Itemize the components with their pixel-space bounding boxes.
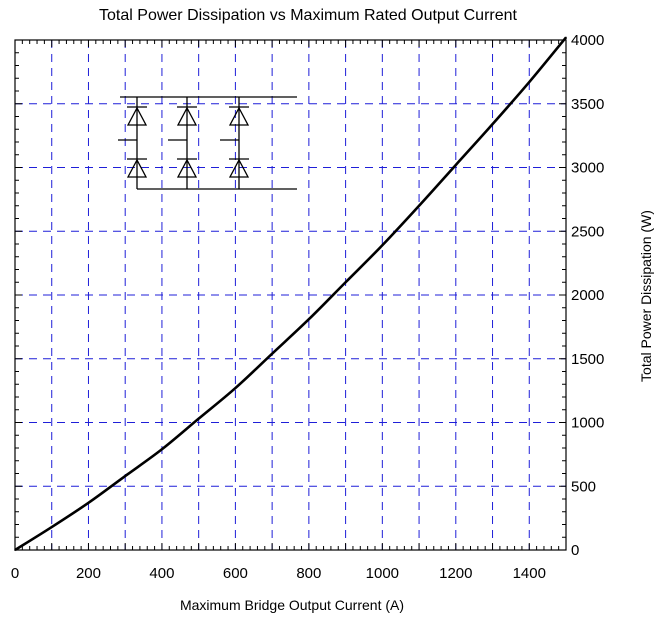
y-axis: 0 500 1000 1500 2000 2500 3000 3500 4000 [571, 32, 604, 559]
x-tick-label: 0 [11, 565, 19, 582]
series-point [308, 318, 310, 321]
series-point [234, 387, 237, 389]
minor-ticks [14, 39, 567, 551]
x-tick-label: 800 [296, 565, 321, 582]
y-tick-label: 4000 [571, 32, 604, 49]
diode-symbol [228, 158, 250, 178]
series-line-power [14, 36, 568, 552]
series-point [271, 352, 273, 355]
diode-symbol [228, 106, 250, 126]
series-points [14, 36, 567, 551]
diode-symbol [176, 106, 198, 126]
y-tick-label: 3500 [571, 96, 604, 113]
x-tick-label: 600 [223, 565, 248, 582]
y-tick-label: 1000 [571, 415, 604, 432]
series-point [124, 475, 126, 477]
grid [15, 40, 566, 550]
y-axis-label: Total Power Dissipation (W) [638, 210, 654, 382]
y-tick-label: 1500 [571, 351, 604, 368]
diode-bridge-schematic [118, 96, 297, 190]
series-point [528, 81, 531, 83]
series-point [197, 417, 200, 420]
diode-symbol [126, 106, 148, 126]
chart-title: Total Power Dissipation vs Maximum Rated… [99, 7, 517, 24]
series-point [14, 549, 16, 551]
series-point [455, 164, 457, 166]
x-tick-label: 200 [76, 565, 101, 582]
series-point [565, 36, 567, 39]
y-tick-label: 0 [571, 542, 579, 559]
series-point [50, 526, 53, 528]
y-tick-label: 500 [571, 478, 596, 495]
x-axis: 0 200 400 600 800 1000 1200 1400 [11, 565, 546, 582]
y-tick-label: 3000 [571, 160, 604, 177]
diode-symbol [176, 158, 198, 178]
x-tick-label: 1000 [366, 565, 399, 582]
x-tick-label: 400 [149, 565, 174, 582]
y-tick-label: 2500 [571, 223, 604, 240]
x-axis-label: Maximum Bridge Output Current (A) [180, 597, 404, 613]
series-point [381, 244, 384, 247]
y-tick-label: 2000 [571, 287, 604, 304]
series-point [491, 123, 494, 125]
series-point [344, 281, 347, 284]
series-point [87, 502, 90, 504]
x-tick-label: 1200 [439, 565, 472, 582]
x-tick-label: 1400 [513, 565, 546, 582]
diode-symbol [126, 158, 148, 178]
series-point [161, 448, 163, 451]
series-point [418, 204, 420, 207]
